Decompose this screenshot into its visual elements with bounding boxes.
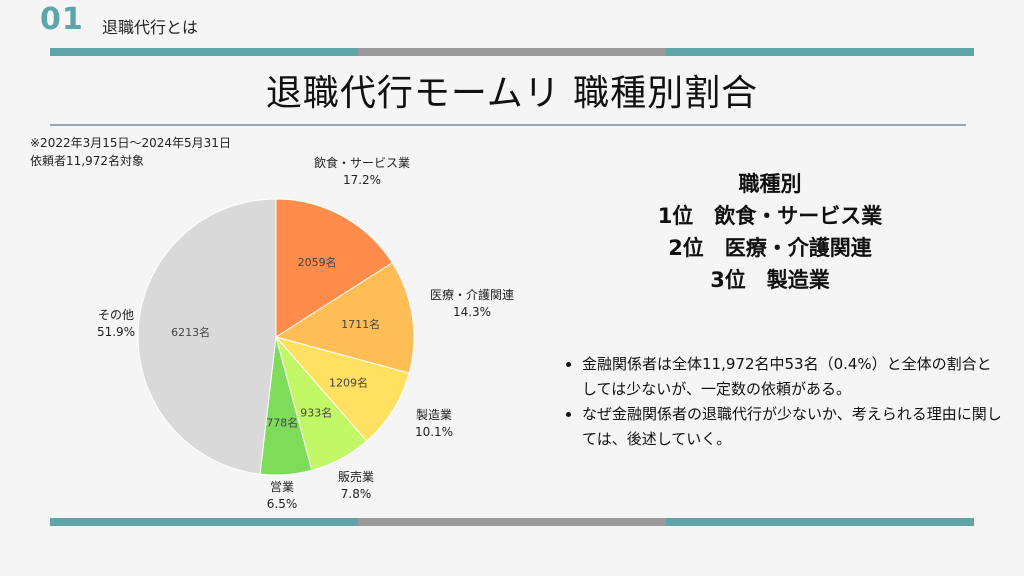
slice-category-label: その他 <box>98 308 134 322</box>
section-number: 01 <box>40 2 84 37</box>
slice-category-label: 飲食・サービス業 <box>314 155 410 170</box>
slice-category-label: 製造業 <box>416 408 452 422</box>
slice-category-label: 医療・介護関連 <box>430 287 514 302</box>
slice-percent-label: 10.1% <box>415 425 453 439</box>
slice-count-label: 778名 <box>266 415 298 429</box>
top-divider-bar <box>50 48 974 56</box>
bottom-divider-bar <box>50 518 974 526</box>
period-note: ※2022年3月15日～2024年5月31日 <box>30 136 231 150</box>
bullet-item: なぜ金融関係者の退職代行が少ないか、考えられる理由に関しては、後述していく。 <box>582 402 1002 452</box>
slice-category-label: 販売業 <box>338 469 374 484</box>
slice-percent-label: 17.2% <box>343 173 381 187</box>
slice-count-label: 6213名 <box>171 325 210 339</box>
pie-slice <box>275 198 394 338</box>
pie-slice <box>274 336 410 442</box>
ranking-item-1: 1位 飲食・サービス業 <box>657 204 883 228</box>
slice-count-label: 1209名 <box>329 375 368 389</box>
section-title: 退職代行とは <box>102 18 199 37</box>
slide-title: 退職代行モームリ 職種別割合 <box>265 73 759 114</box>
slice-percent-label: 14.3% <box>453 305 491 319</box>
slice-count-label: 933名 <box>300 405 332 419</box>
slice-count-label: 2059名 <box>298 255 337 269</box>
notes-list: 金融関係者は全体11,972名中53名（0.4%）と全体の割合としては少ないが、… <box>560 352 1002 452</box>
slice-percent-label: 7.8% <box>341 487 372 501</box>
bullet-item: 金融関係者は全体11,972名中53名（0.4%）と全体の割合としては少ないが、… <box>582 352 1002 402</box>
target-note: 依頼者11,972名対象 <box>30 154 144 168</box>
slice-percent-label: 6.5% <box>267 497 298 511</box>
slice-percent-label: 51.9% <box>97 325 135 339</box>
title-underline <box>50 124 966 126</box>
pie-chart: 2059名 飲食・サービス業 17.2% 1711名 医療・介護関連 14.3% 1209名… <box>97 155 514 511</box>
slice-category-label: 営業 <box>270 480 294 494</box>
ranking-item-2: 2位 医療・介護関連 <box>668 236 872 260</box>
pie-slice <box>137 198 277 475</box>
slice-count-label: 1711名 <box>341 317 380 331</box>
ranking-item-3: 3位 製造業 <box>710 268 830 292</box>
ranking-heading: 職種別 <box>738 172 802 196</box>
pie-slice <box>274 262 415 374</box>
